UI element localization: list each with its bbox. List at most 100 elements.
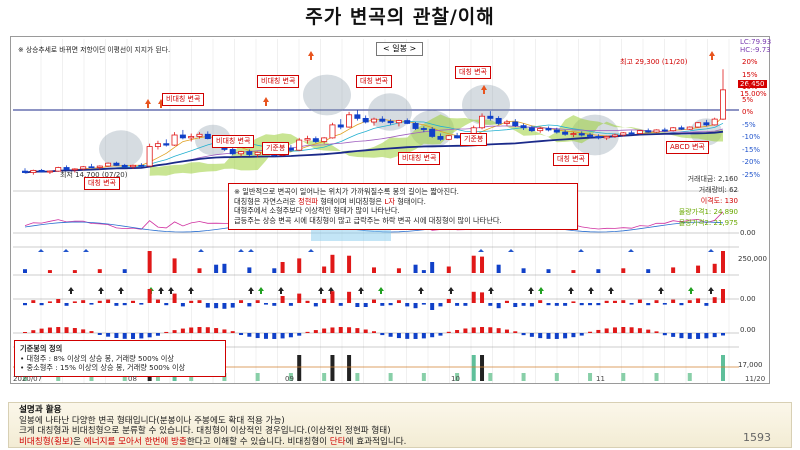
histogram-bar [579,333,584,336]
histogram-bar [64,327,69,333]
histogram-bar [106,333,111,337]
pct-label: 15.00% [740,90,767,98]
volume-bar [322,266,327,273]
histogram-bar [189,327,194,333]
histogram-bar [496,303,501,309]
histogram-bar [455,330,460,333]
candle-body [146,146,153,167]
candle-body [537,128,544,132]
volume-info-2: 거래량비: 62 [698,186,738,194]
arrow-up-icon [248,287,254,294]
histogram-bar [305,331,310,333]
candle-body [304,138,311,141]
low-label: 최저 14,700 (07/20) [60,171,128,179]
candle-body [80,166,87,170]
histogram-bar [155,333,160,336]
indicator-zero-label-2: 0.00 [740,295,756,303]
histogram-bar [430,303,435,310]
volume-bar [687,373,692,381]
histogram-bar [347,327,352,333]
histogram-bar [330,291,335,303]
histogram-bar [471,327,476,333]
histogram-bar [39,303,44,306]
candle-body [553,129,560,133]
candle-body [130,164,137,168]
histogram-bar [488,327,493,333]
histogram-bar [571,333,576,338]
volume-bar [122,269,127,273]
histogram-bar [696,333,701,339]
histogram-bar [712,333,717,338]
histogram-bar [538,333,543,339]
date-label: 09 [285,375,294,383]
arrow-down-icon [578,249,584,252]
pct-tick: 20% [742,58,758,66]
bubble-asym-1: 비대칭 변곡 [162,93,205,106]
candle-body [296,139,303,151]
candle-body [445,135,452,140]
highlight-circle [462,84,510,126]
histogram-bar [297,333,302,336]
histogram-bar [272,333,277,339]
histogram-bar [463,303,468,306]
stock-chart[interactable] [10,36,770,384]
arrow-up-icon [98,287,104,294]
histogram-bar [621,327,626,333]
hc-label: HC:-9.73 [740,46,771,54]
histogram-bar [164,331,169,333]
volume-bar [621,373,626,381]
arrow-up-icon [358,287,364,294]
pct-tick: -20% [742,158,761,166]
price-panel [13,39,739,189]
volume-bar [721,355,725,381]
histogram-bar [396,333,401,339]
histogram-bar [588,303,593,306]
histogram-bar [214,328,219,333]
histogram-bar [488,303,493,306]
bubble-base-2: 기준봉 [460,133,488,146]
arrow-up-icon [709,51,715,60]
arrow-down-icon [508,249,514,252]
histogram-bar [122,303,127,306]
histogram-bar [72,301,77,303]
explanation-line2: 크게 대칭형과 비대칭형으로 분류할 수 있습니다. 대칭형이 이상적인 경우입… [19,426,391,436]
arrow-up-icon [588,287,594,294]
date-label: 08 [128,375,137,383]
histogram-bar [338,327,343,333]
period-label[interactable]: < 일봉 > [376,42,424,56]
volume-bar [413,264,418,273]
histogram-bar [646,303,651,306]
top-note: ※ 상승추세로 바뀌면 저항이던 이평선이 지지가 된다. [18,46,171,54]
volume-bar [297,258,302,273]
page-title: 주가 변곡의 관찰/이해 [305,6,495,28]
candle-body [670,127,677,132]
histogram-bar [255,300,260,303]
histogram-bar [455,303,460,306]
histogram-bar [180,328,185,333]
arrow-down-icon [63,249,69,252]
histogram-bar [721,333,725,336]
volume-bar [571,270,576,273]
arrow-down-icon [308,249,314,252]
arrow-up-icon [308,51,314,60]
volume-bar [147,251,152,273]
candle-body [21,170,28,173]
volume-bar [372,267,376,273]
candle-body [429,128,436,137]
histogram-bar [671,299,676,303]
volume-bar [712,263,717,273]
histogram-bar [704,303,709,306]
histogram-bar [546,303,551,306]
volume-bar [488,373,493,381]
volume-bar [671,267,676,273]
histogram-bar [131,333,136,339]
volume-bar [222,263,227,273]
volume-bar [97,269,102,273]
histogram-bar [205,327,210,333]
histogram-bar [122,333,127,339]
histogram-bar [363,329,368,333]
pct-tick: 5% [742,95,754,104]
histogram-bar [280,333,285,339]
histogram-bar [31,330,36,333]
vol-axis-label: 250,000 [738,255,767,263]
